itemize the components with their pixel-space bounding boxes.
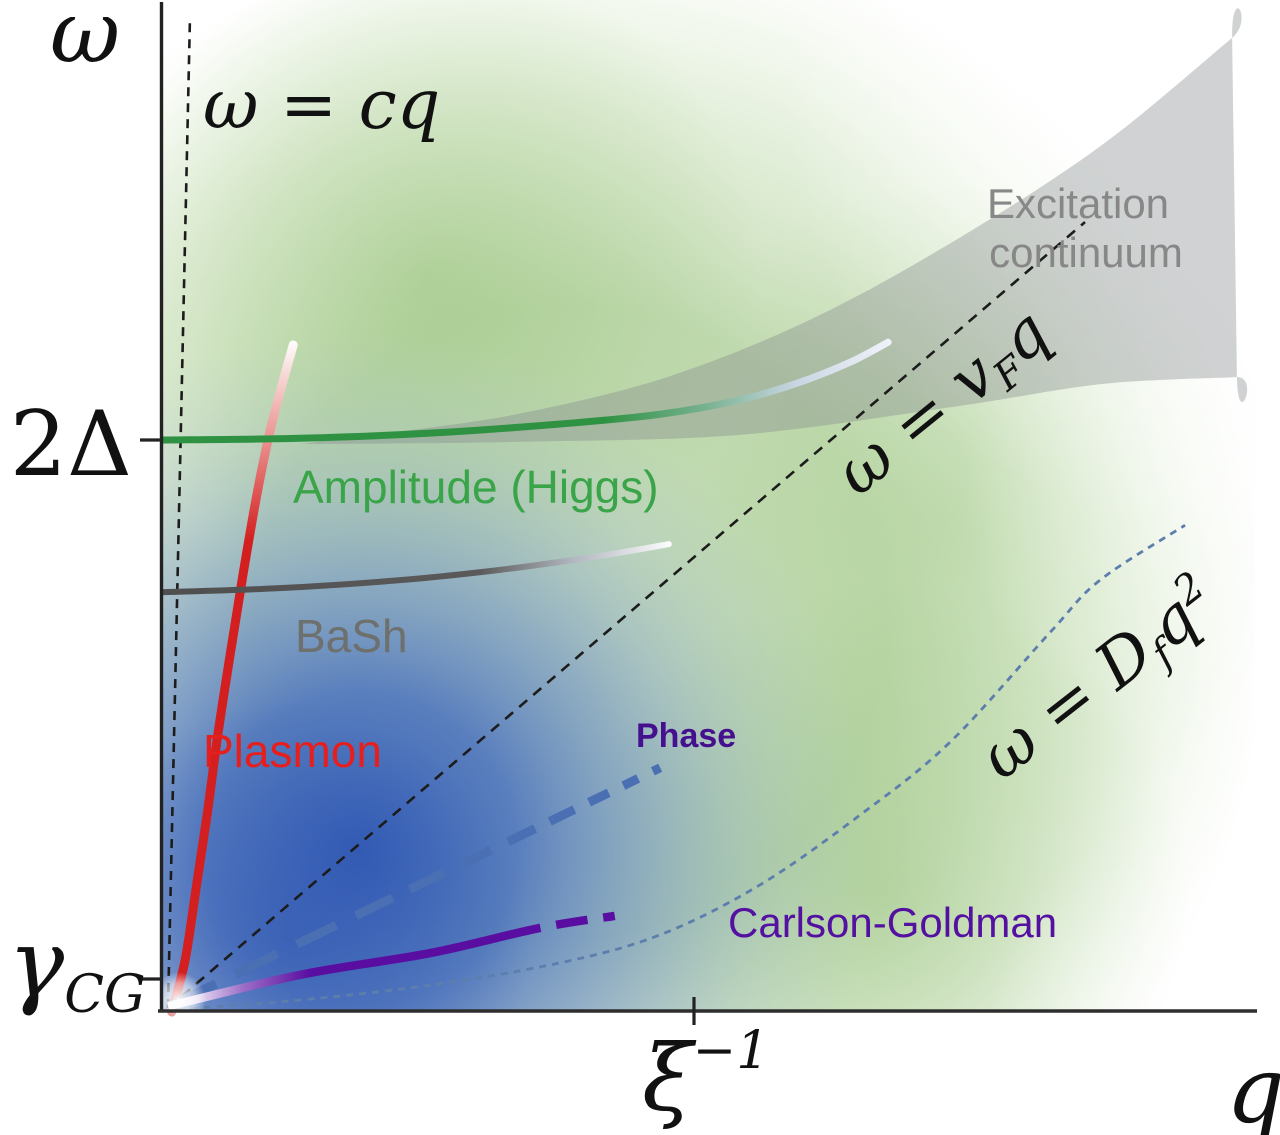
label-phase: Phase [636, 717, 736, 755]
label-excitation-continuum-line2: continuum [989, 229, 1183, 276]
label-carlson-goldman: Carlson-Goldman [728, 899, 1057, 946]
label-omega-eq-cq: ω = cq [203, 66, 440, 145]
curve-carlson [167, 911, 616, 1011]
curve-amplitude [159, 338, 892, 444]
curve-cq [166, 17, 192, 1009]
curve-phase [169, 763, 663, 1010]
xtick-label-xi-inv: ξ−1 [642, 1021, 769, 1132]
label-excitation-continuum-line1: Excitation [987, 180, 1169, 227]
curve-dfq2 [164, 524, 1186, 1012]
label-plasmon: Plasmon [203, 725, 382, 777]
plot-background [163, 0, 1255, 1010]
curve-bash [160, 541, 672, 596]
ytick-label-2delta: 2Δ [10, 392, 132, 497]
excitation-continuum-region [301, 8, 1248, 445]
x-axis-label-q: q [1226, 1037, 1280, 1135]
label-amplitude-higgs: Amplitude (Higgs) [293, 461, 659, 513]
ytick-label-gamma-cg: γCG [8, 910, 146, 1025]
region-continuum [301, 8, 1248, 445]
mode-curves [159, 17, 1186, 1017]
curve-vfq [167, 221, 1086, 1009]
origin-glow [150, 972, 206, 1028]
label-bash: BaSh [295, 610, 408, 662]
y-axis-label-omega: ω [50, 0, 120, 83]
curve-plasmon [167, 340, 298, 1017]
